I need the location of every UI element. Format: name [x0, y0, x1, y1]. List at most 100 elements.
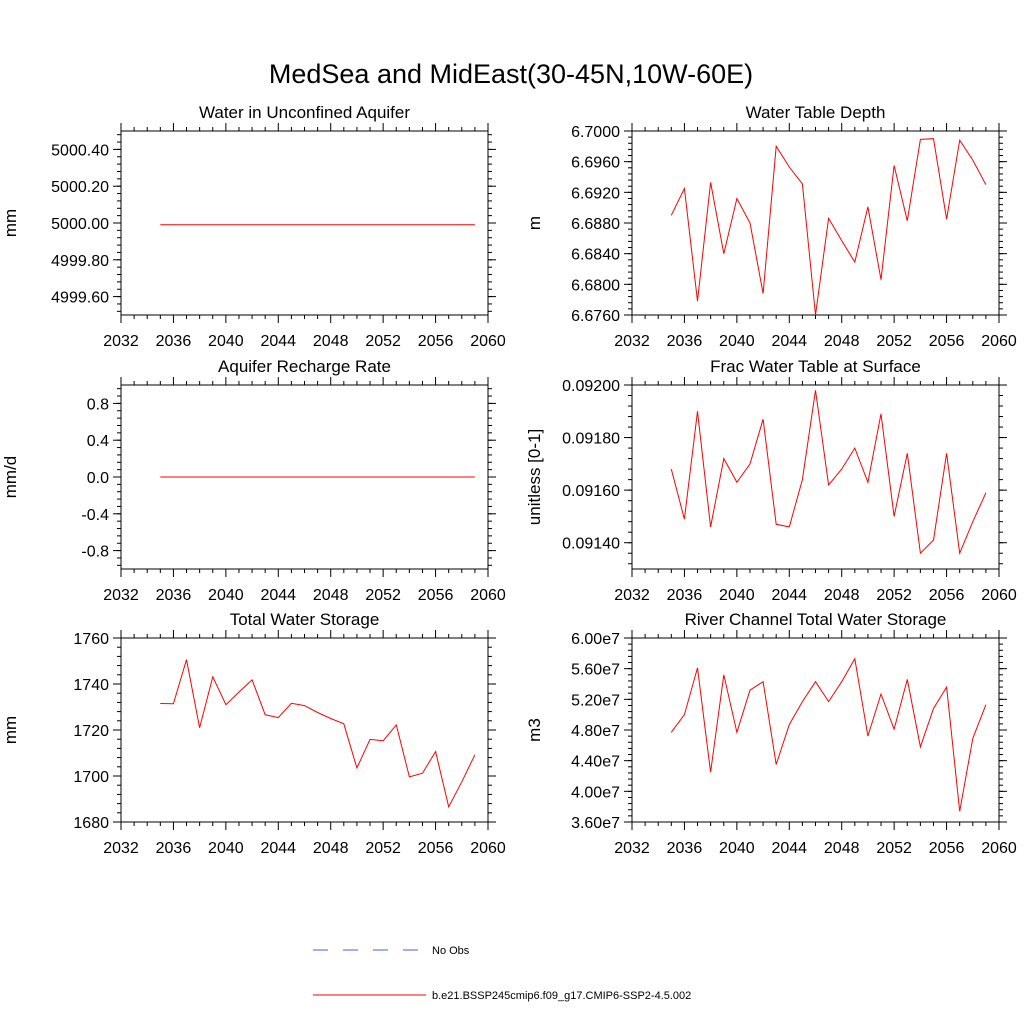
chart-panels: Water in Unconfined Aquifer 2032 2036 2040 2… — [1, 103, 1017, 857]
y-tick-label: 1700 — [73, 769, 109, 786]
x-tick-label: 2036 — [667, 333, 703, 350]
x-tick-label: 2048 — [313, 840, 349, 857]
chart-panel-1: Water in Unconfined Aquifer 2032 2036 2040 2… — [1, 103, 506, 350]
y-tick-label: 4999.60 — [51, 290, 109, 307]
chart-panel-5: Total Water Storage 2032 2036 2040 2044 2048 2… — [1, 610, 506, 857]
panel-title: Water Table Depth — [746, 103, 886, 122]
x-tick-label: 2036 — [156, 840, 192, 857]
x-tick-label: 2052 — [365, 587, 401, 604]
series-line — [670, 390, 987, 556]
x-tick-label: 2040 — [719, 587, 755, 604]
y-tick-label: 1740 — [73, 677, 109, 694]
x-tick-label: 2036 — [667, 840, 703, 857]
y-tick-label: 5000.40 — [51, 142, 109, 159]
x-tick-label: 2032 — [614, 840, 650, 857]
plot-frame — [631, 384, 1000, 570]
x-tick-label: 2044 — [771, 840, 807, 857]
y-tick-label: 0.0 — [87, 470, 109, 487]
plot-frame — [120, 637, 489, 823]
y-tick-label: -0.8 — [81, 544, 109, 561]
x-tick-label: 2036 — [156, 333, 192, 350]
x-tick-label: 2040 — [719, 840, 755, 857]
y-tick-label: 6.6760 — [571, 308, 620, 325]
y-tick-label: 0.09180 — [562, 431, 620, 448]
y-tick-label: 6.6920 — [571, 185, 620, 202]
y-tick-label: -0.4 — [81, 507, 109, 524]
x-tick-label: 2052 — [876, 840, 912, 857]
x-tick-label: 2040 — [208, 333, 244, 350]
y-tick-label: 6.6880 — [571, 216, 620, 233]
y-axis-label: m3 — [525, 718, 544, 742]
x-tick-label: 2060 — [981, 587, 1017, 604]
x-tick-label: 2056 — [418, 587, 454, 604]
x-tick-label: 2036 — [156, 587, 192, 604]
x-tick-label: 2060 — [981, 840, 1017, 857]
y-tick-label: 1760 — [73, 631, 109, 648]
panel-title: Total Water Storage — [230, 610, 380, 629]
plot-frame — [120, 130, 489, 316]
y-tick-label: 5.60e7 — [571, 662, 620, 679]
y-tick-label: 6.6800 — [571, 277, 620, 294]
y-tick-label: 0.09160 — [562, 483, 620, 500]
x-tick-label: 2032 — [614, 333, 650, 350]
plot-frame — [631, 130, 1000, 316]
x-tick-label: 2044 — [260, 587, 296, 604]
x-tick-label: 2032 — [614, 587, 650, 604]
x-tick-label: 2044 — [260, 840, 296, 857]
panel-title: Water in Unconfined Aquifer — [199, 103, 410, 122]
x-tick-label: 2048 — [824, 333, 860, 350]
series-line — [670, 657, 987, 812]
series-line — [160, 659, 476, 809]
y-tick-label: 4.00e7 — [571, 784, 620, 801]
y-tick-label: 1720 — [73, 723, 109, 740]
y-tick-label: 0.09140 — [562, 536, 620, 553]
x-tick-label: 2040 — [719, 333, 755, 350]
x-tick-label: 2040 — [208, 587, 244, 604]
y-tick-label: 6.7000 — [571, 124, 620, 141]
x-tick-label: 2032 — [103, 587, 139, 604]
y-tick-label: 4.40e7 — [571, 754, 620, 771]
x-tick-label: 2060 — [470, 840, 506, 857]
figure-title: MedSea and MidEast(30-45N,10W-60E) — [269, 59, 753, 89]
legend-obs-label: No Obs — [432, 945, 470, 957]
x-tick-label: 2060 — [981, 333, 1017, 350]
x-tick-label: 2036 — [667, 587, 703, 604]
y-tick-label: 0.8 — [87, 396, 109, 413]
chart-panel-2: Water Table Depth 2032 2036 2040 2044 2048 205… — [525, 103, 1017, 350]
y-tick-label: 0.09200 — [562, 378, 620, 395]
y-axis-label: m — [525, 216, 544, 230]
x-tick-label: 2048 — [313, 587, 349, 604]
y-tick-label: 1680 — [73, 815, 109, 832]
x-tick-label: 2056 — [929, 840, 965, 857]
y-tick-label: 3.60e7 — [571, 815, 620, 832]
x-tick-label: 2044 — [260, 333, 296, 350]
y-tick-label: 5000.20 — [51, 179, 109, 196]
x-tick-label: 2056 — [418, 840, 454, 857]
x-tick-label: 2044 — [771, 333, 807, 350]
x-tick-label: 2056 — [929, 333, 965, 350]
y-axis-label: unitless [0-1] — [525, 429, 544, 525]
legend-model-label: b.e21.BSSP245cmip6.f09_g17.CMIP6-SSP2-4.… — [432, 990, 691, 1002]
chart-panel-4: Frac Water Table at Surface 2032 2036 2040 2… — [525, 357, 1017, 604]
y-tick-label: 4.80e7 — [571, 723, 620, 740]
y-axis-label: mm/d — [1, 456, 20, 499]
x-tick-label: 2044 — [771, 587, 807, 604]
legend: No Obs b.e21.BSSP245cmip6.f09_g17.CMIP6-… — [313, 945, 691, 1002]
y-tick-label: 6.6960 — [571, 155, 620, 172]
x-tick-label: 2052 — [365, 333, 401, 350]
x-tick-label: 2056 — [929, 587, 965, 604]
panel-title: Aquifer Recharge Rate — [218, 357, 391, 376]
y-tick-label: 4999.80 — [51, 253, 109, 270]
series-line — [670, 138, 987, 316]
x-tick-label: 2060 — [470, 333, 506, 350]
y-tick-label: 6.6840 — [571, 247, 620, 264]
x-tick-label: 2048 — [824, 840, 860, 857]
y-axis-label: mm — [1, 209, 20, 237]
x-tick-label: 2040 — [208, 840, 244, 857]
y-tick-label: 5000.00 — [51, 216, 109, 233]
y-axis-label: mm — [1, 716, 20, 744]
chart-panel-3: Aquifer Recharge Rate 2032 2036 2040 2044 204… — [1, 357, 506, 604]
x-tick-label: 2052 — [876, 587, 912, 604]
panel-title: Frac Water Table at Surface — [710, 357, 921, 376]
